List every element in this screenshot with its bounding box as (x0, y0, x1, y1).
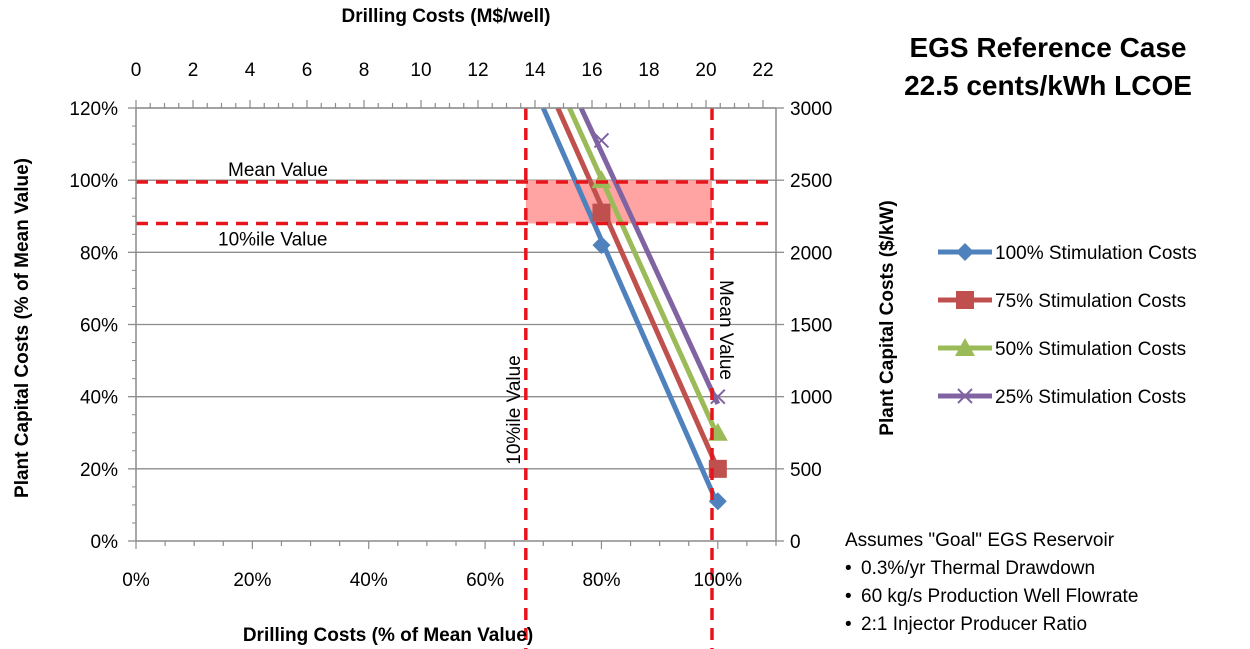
reference-line-label: 10%ile Value (504, 355, 525, 465)
y-right-tick-label: 2000 (790, 243, 832, 264)
x-top-tick-label: 22 (752, 60, 773, 81)
x-bottom-tick-label: 40% (350, 570, 388, 591)
y-left-tick-label: 120% (69, 99, 118, 120)
legend-label: 25% Stimulation Costs (995, 387, 1186, 408)
assumptions-note: Assumes "Goal" EGS Reservoir 0.3%/yr The… (845, 527, 1138, 639)
x-bottom-tick-label: 60% (466, 570, 504, 591)
y-left-tick-label: 40% (80, 388, 118, 409)
y-left-tick-label: 100% (69, 171, 118, 192)
chart-title-line-1: EGS Reference Case (909, 32, 1186, 63)
x-marker (957, 388, 973, 404)
x-top-axis-label: Drilling Costs (M$/well) (341, 6, 550, 27)
series-line (540, 106, 721, 506)
assumption-item: 2:1 Injector Producer Ratio (845, 611, 1138, 639)
x-bottom-tick-label: 80% (582, 570, 620, 591)
y-left-tick-label: 20% (80, 460, 118, 481)
diamond-marker (956, 243, 974, 261)
square-marker (592, 203, 611, 222)
x-top-tick-label: 18 (638, 60, 659, 81)
x-marker (593, 132, 610, 149)
y-right-tick-label: 0 (790, 532, 801, 553)
reference-line-label: Mean Value (715, 280, 736, 380)
y-right-axis-label: Plant Capital Costs ($/kW) (877, 200, 898, 435)
reference-line-label: Mean Value (228, 160, 328, 181)
assumption-item: 60 kg/s Production Well Flowrate (845, 583, 1138, 611)
y-left-tick-label: 80% (80, 243, 118, 264)
legend-label: 75% Stimulation Costs (995, 291, 1186, 312)
series-line (555, 106, 721, 470)
y-right-tick-label: 1500 (790, 316, 832, 337)
y-right-tick-label: 1000 (790, 388, 832, 409)
x-top-tick-label: 6 (302, 60, 313, 81)
assumptions-heading: Assumes "Goal" EGS Reservoir (845, 530, 1115, 551)
y-left-tick-label: 60% (80, 316, 118, 337)
x-top-tick-label: 20 (695, 60, 716, 81)
tick-labels: 0%20%40%60%80%100%120%050010001500200025… (69, 60, 832, 591)
series-layer (540, 106, 728, 511)
chart-title-line-2: 22.5 cents/kWh LCOE (904, 70, 1192, 101)
x-bottom-tick-label: 0% (122, 570, 150, 591)
diamond-marker (592, 236, 611, 255)
triangle-marker (955, 338, 975, 356)
x-top-tick-label: 8 (359, 60, 370, 81)
x-top-tick-label: 12 (467, 60, 488, 81)
x-bottom-tick-label: 100% (694, 570, 743, 591)
x-top-tick-label: 14 (524, 60, 546, 81)
x-top-tick-label: 4 (245, 60, 256, 81)
x-top-tick-label: 2 (188, 60, 199, 81)
square-marker (956, 291, 974, 309)
chart-title: EGS Reference Case 22.5 cents/kWh LCOE (904, 32, 1192, 101)
series-line (578, 106, 721, 405)
x-top-tick-label: 10 (410, 60, 431, 81)
legend-label: 50% Stimulation Costs (995, 339, 1186, 360)
x-bottom-tick-label: 20% (233, 570, 271, 591)
y-right-tick-label: 3000 (790, 99, 832, 120)
assumption-item: 0.3%/yr Thermal Drawdown (845, 555, 1138, 583)
legend-label: 100% Stimulation Costs (995, 243, 1197, 264)
reference-line-label: 10%ile Value (218, 229, 328, 250)
axes (128, 100, 784, 549)
reference-lines: Mean Value 10%ile Value 10%ile Value Mean V… (136, 108, 776, 649)
x-top-tick-label: 16 (581, 60, 602, 81)
y-right-tick-label: 2500 (790, 171, 832, 192)
x-top-tick-label: 0 (131, 60, 142, 81)
y-right-tick-label: 500 (790, 460, 822, 481)
legend: 100% Stimulation Costs 75% Stimulation Co… (938, 243, 1197, 408)
y-left-axis-label: Plant Capital Costs (% of Mean Value) (12, 158, 33, 498)
y-left-tick-label: 0% (91, 532, 119, 553)
series-line (567, 106, 721, 438)
x-bottom-axis-label: Drilling Costs (% of Mean Value) (243, 625, 533, 646)
axis-labels: Drilling Costs (% of Mean Value) Drillin… (12, 6, 898, 646)
